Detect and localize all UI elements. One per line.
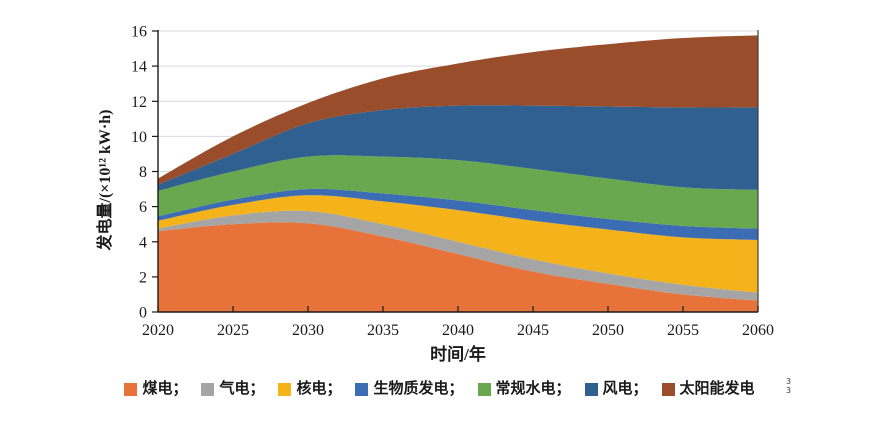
area-layer-3 xyxy=(158,188,758,240)
y-axis-title: 发电量/(×10¹² kW·h) xyxy=(95,110,114,252)
area-layer-4 xyxy=(158,155,758,229)
legend-label: 常规水电； xyxy=(495,380,571,397)
area-layer-1 xyxy=(158,210,758,301)
y-tick-label: 16 xyxy=(131,24,147,41)
legend-swatch-icon xyxy=(278,382,292,396)
area-layer-5 xyxy=(158,105,758,191)
legend-swatch-icon xyxy=(661,382,675,396)
legend-item-2: 核电； xyxy=(278,380,342,397)
x-axis-title: 时间/年 xyxy=(430,344,486,364)
x-tick-label: 2030 xyxy=(292,322,324,339)
x-tick-label: 2020 xyxy=(142,322,174,339)
legend-swatch-icon xyxy=(477,382,491,396)
y-tick-label: 6 xyxy=(139,199,147,216)
y-tick-label: 0 xyxy=(139,305,147,322)
y-tick-label: 14 xyxy=(131,59,147,76)
x-tick-label: 2035 xyxy=(367,322,399,339)
legend-label: 气电； xyxy=(219,380,265,397)
legend-swatch-icon xyxy=(124,382,138,396)
legend-label: 核电； xyxy=(296,380,342,397)
chart-canvas: 0 2 4 6 8 10 12 14 16 2020 2025 2030 2035 2040 2045 205… xyxy=(95,24,774,365)
y-tick-label: 8 xyxy=(139,164,147,181)
legend-item-6: 太阳能发电 xyxy=(661,380,755,397)
legend-swatch-icon xyxy=(201,382,215,396)
tiny-artifact-text: 3 3 xyxy=(786,377,792,395)
legend: 煤电； 气电； 核电； 生物质发电； 常规水电； 风电； 太阳能发电 xyxy=(0,376,879,402)
y-tick-label: 2 xyxy=(139,269,147,286)
x-tick-label: 2045 xyxy=(517,322,549,339)
area-layer-0 xyxy=(158,222,758,312)
y-tick-label: 10 xyxy=(131,129,147,146)
x-tick-label: 2040 xyxy=(442,322,474,339)
x-tick-label: 2025 xyxy=(217,322,249,339)
legend-item-0: 煤电； xyxy=(124,380,188,397)
legend-item-5: 风电； xyxy=(584,380,648,397)
legend-item-1: 气电； xyxy=(201,380,265,397)
legend-swatch-icon xyxy=(584,382,598,396)
legend-label: 生物质发电； xyxy=(373,380,464,397)
area-layer-2 xyxy=(158,195,758,293)
legend-label: 太阳能发电 xyxy=(679,380,755,397)
y-tick-label: 12 xyxy=(131,94,147,111)
y-tick-label: 4 xyxy=(139,234,147,251)
x-tick-label: 2060 xyxy=(742,322,774,339)
area-layer-6 xyxy=(158,35,758,185)
x-tick-label: 2055 xyxy=(667,322,699,339)
legend-item-4: 常规水电； xyxy=(477,380,571,397)
x-tick-label: 2050 xyxy=(592,322,624,339)
legend-label: 煤电； xyxy=(142,380,188,397)
legend-item-3: 生物质发电； xyxy=(355,380,464,397)
legend-label: 风电； xyxy=(602,380,648,397)
legend-swatch-icon xyxy=(355,382,369,396)
